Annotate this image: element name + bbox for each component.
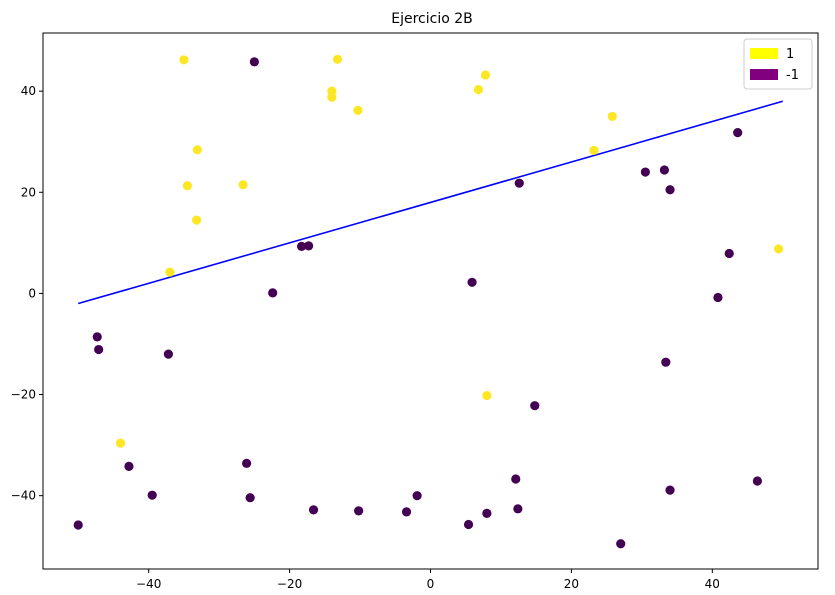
- axis-ticks: −40 −20 0 20 40 −40 −20 0 20 40: [11, 84, 720, 591]
- scatter-point-class-pos: [607, 111, 617, 122]
- scatter-point-class-neg: [73, 520, 83, 530]
- scatter-point-class-neg: [354, 506, 364, 516]
- scatter-point-class-pos: [332, 54, 343, 64]
- scatter-point-class-neg: [147, 490, 157, 500]
- scatter-point-class-neg: [124, 461, 134, 471]
- scatter-point-class-pos: [182, 181, 193, 191]
- scatter-point-class-pos: [115, 438, 126, 448]
- scatter-point-class-neg: [640, 167, 650, 177]
- scatter-point-class-pos: [238, 180, 248, 190]
- scatter-point-class-neg: [482, 508, 492, 518]
- scatter-point-class-neg: [514, 178, 524, 188]
- scatter-point-class-pos: [353, 105, 363, 115]
- scatter-point-class-pos: [191, 215, 202, 225]
- scatter-point-class-neg: [249, 57, 259, 67]
- y-tick-label: 0: [28, 286, 36, 300]
- scatter-point-class-pos: [473, 85, 484, 95]
- scatter-point-class-neg: [724, 248, 734, 259]
- scatter-point-class-neg: [713, 292, 723, 303]
- scatter-point-class-neg: [616, 539, 626, 549]
- scatter-point-class-neg: [752, 476, 763, 486]
- scatter-point-class-neg: [401, 507, 412, 517]
- scatter-point-class-neg: [296, 241, 307, 251]
- scatter-point-class-neg: [733, 128, 743, 138]
- scatter-point-class-neg: [92, 332, 102, 342]
- legend-label: -1: [786, 68, 799, 83]
- scatter-point-class-neg: [242, 458, 252, 468]
- legend-swatch: [750, 69, 778, 80]
- x-tick-label: 40: [705, 577, 720, 591]
- x-tick-label: −20: [277, 577, 302, 591]
- x-tick-label: −40: [136, 577, 161, 591]
- chart-title: Ejercicio 2B: [391, 11, 473, 27]
- legend: 1-1: [743, 38, 813, 90]
- scatter-point-class-neg: [661, 357, 671, 367]
- plot-area: [73, 54, 784, 549]
- scatter-point-class-neg: [268, 288, 278, 298]
- scatter-point-class-neg: [163, 349, 174, 359]
- scatter-point-class-neg: [304, 241, 314, 251]
- scatter-point-class-pos: [192, 145, 202, 155]
- scatter-point-class-neg: [511, 474, 521, 484]
- scatter-point-class-pos: [482, 390, 492, 401]
- scatter-point-class-pos: [589, 145, 599, 155]
- legend-box: [743, 38, 813, 90]
- scatter-point-class-pos: [179, 55, 189, 65]
- y-tick-label: −40: [11, 489, 36, 503]
- scatter-point-class-neg: [513, 504, 523, 514]
- scatter-point-class-neg: [463, 519, 474, 530]
- y-tick-label: 40: [21, 84, 36, 98]
- scatter-point-class-pos: [480, 70, 491, 80]
- scatter-point-class-neg: [412, 491, 422, 501]
- scatter-point-class-neg: [530, 401, 540, 411]
- scatter-point-class-pos: [327, 92, 337, 102]
- decision-boundary-line: [78, 100, 783, 305]
- scatter-point-class-neg: [665, 185, 675, 195]
- scatter-point-class-neg: [245, 493, 255, 503]
- scatter-point-class-neg: [467, 277, 477, 287]
- scatter-point-class-neg: [94, 344, 104, 355]
- y-tick-label: −20: [11, 388, 36, 402]
- scatter-point-class-pos: [165, 267, 175, 277]
- scatter-point-class-neg: [308, 505, 319, 515]
- axes-frame: [42, 32, 819, 570]
- scatter-point-class-pos: [773, 244, 784, 254]
- x-tick-label: 0: [427, 577, 435, 591]
- x-tick-label: 20: [564, 577, 579, 591]
- legend-swatch: [750, 48, 778, 59]
- y-tick-label: 20: [21, 185, 36, 199]
- scatter-point-class-neg: [665, 485, 675, 495]
- scatter-point-class-neg: [659, 165, 670, 175]
- legend-label: 1: [786, 47, 794, 62]
